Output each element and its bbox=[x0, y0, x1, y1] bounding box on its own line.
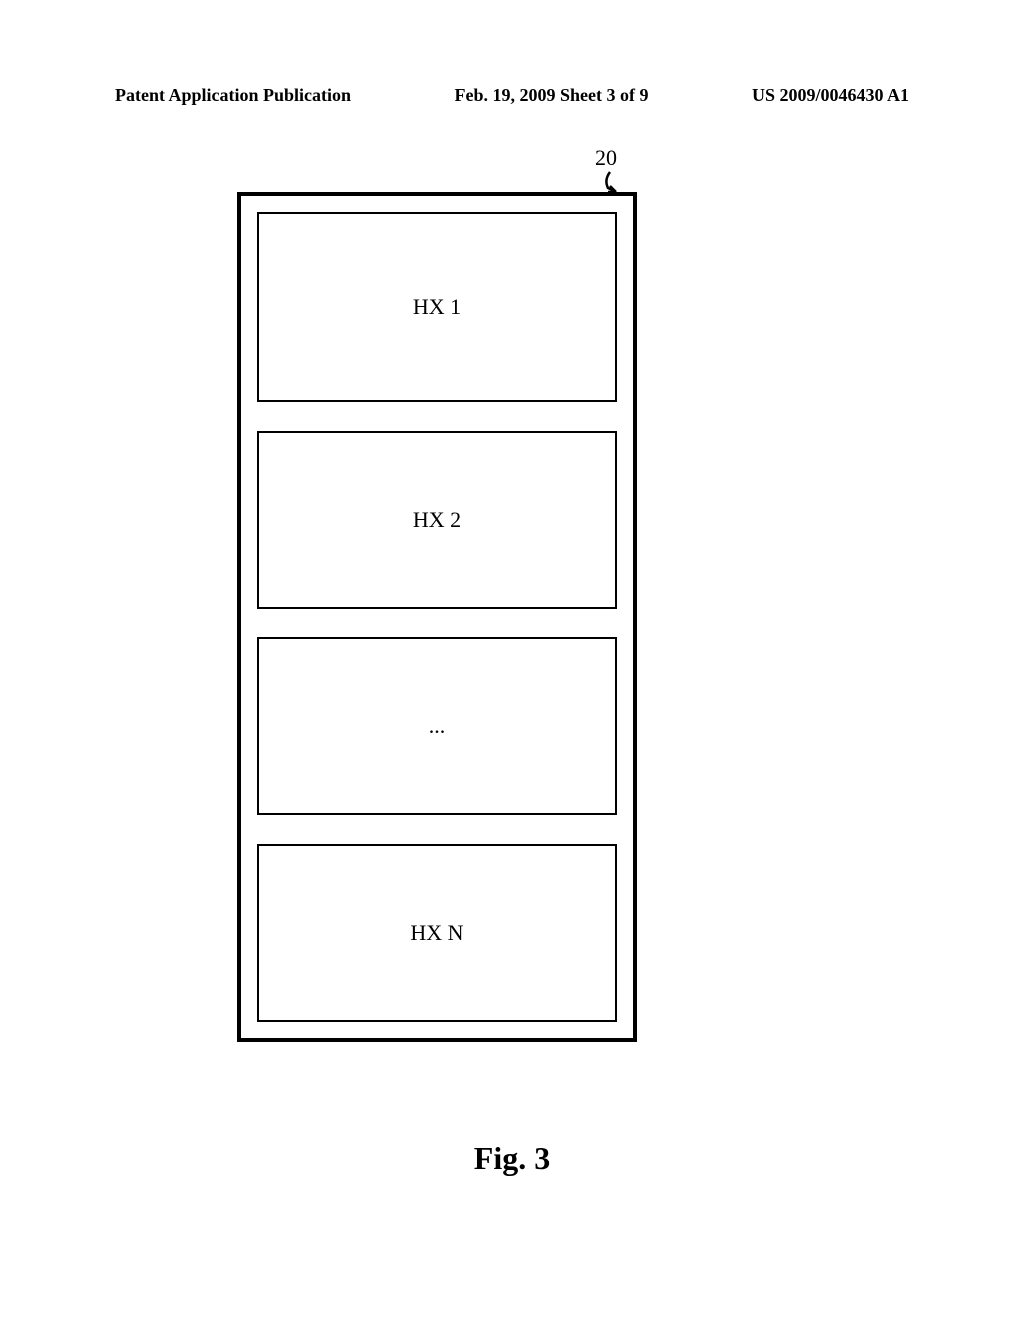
header-patent-number: US 2009/0046430 A1 bbox=[752, 85, 909, 106]
box-hxn: HX N bbox=[257, 844, 617, 1022]
box-hx1: HX 1 bbox=[257, 212, 617, 402]
header-publication: Patent Application Publication bbox=[115, 85, 351, 106]
box-label: ... bbox=[429, 713, 446, 739]
header-date-sheet: Feb. 19, 2009 Sheet 3 of 9 bbox=[455, 85, 649, 106]
figure-caption: Fig. 3 bbox=[0, 1140, 1024, 1177]
diagram-container: HX 1 HX 2 ... HX N bbox=[237, 192, 637, 1042]
box-ellipsis: ... bbox=[257, 637, 617, 815]
box-label: HX 1 bbox=[413, 294, 461, 320]
reference-number: 20 bbox=[595, 145, 617, 171]
page-header: Patent Application Publication Feb. 19, … bbox=[0, 85, 1024, 106]
box-hx2: HX 2 bbox=[257, 431, 617, 609]
box-label: HX 2 bbox=[413, 507, 461, 533]
box-label: HX N bbox=[410, 920, 463, 946]
